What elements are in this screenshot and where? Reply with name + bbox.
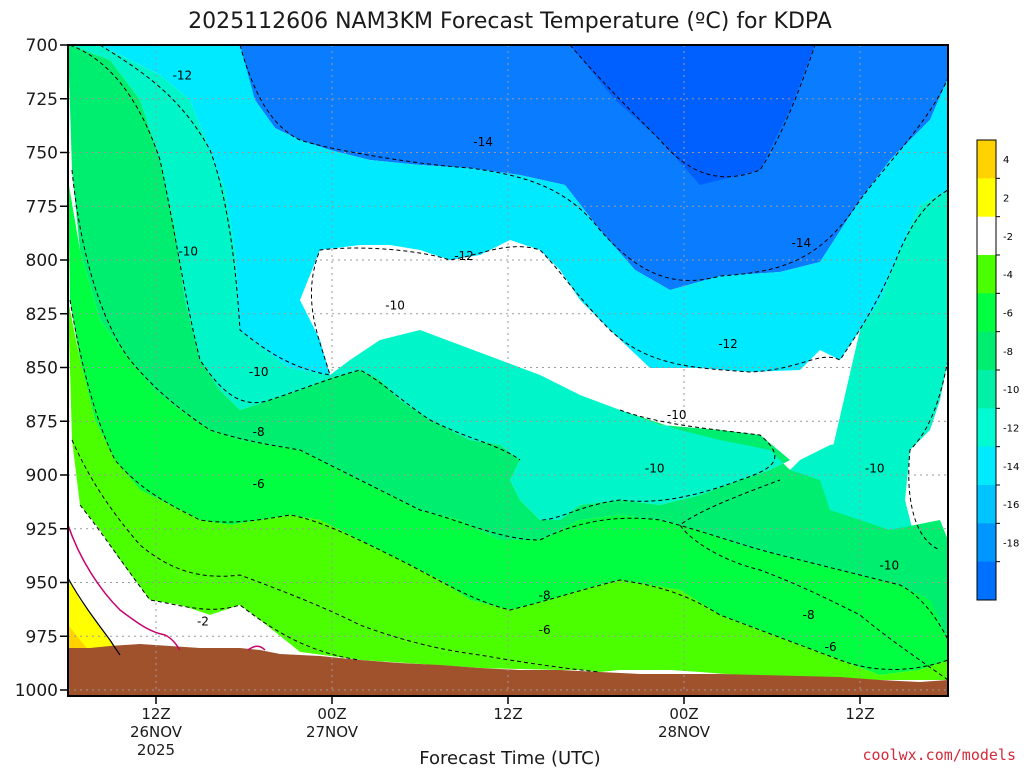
contour-minus-14-inner (569, 44, 816, 178)
band-minus-12 (100, 45, 948, 375)
x-tick-year: 2025 (137, 741, 175, 759)
y-tick-label: 875 (26, 412, 58, 432)
contour-minus-8 (71, 169, 949, 641)
contour-label: -10 (667, 408, 687, 422)
band-minus-14-b (230, 45, 860, 185)
x-tick-label: 12Z (493, 705, 522, 723)
band-minus-4-lower (72, 440, 690, 672)
contour-zero (67, 524, 181, 651)
contour-minus-4 (71, 439, 601, 673)
y-tick-label: 775 (26, 197, 58, 217)
contour-label: -6 (253, 477, 265, 491)
colorbar-label: 4 (1003, 155, 1009, 166)
contour-minus-2 (79, 504, 361, 661)
colorbar-segment (977, 523, 996, 563)
colorbar-segment (977, 408, 996, 448)
contour-label: -12 (173, 68, 193, 82)
x-tick-label: 12Z (845, 705, 874, 723)
y-tick-label: 700 (26, 36, 58, 56)
contour-label: -10 (249, 365, 269, 379)
credit-text: coolwx.com/models (862, 746, 1016, 764)
plot-area: -12 -14 -10 -12 -14 -10 -12 -10 -10 -8 -10 -10 -6 -10… (67, 44, 949, 697)
y-tick-label: 1000 (15, 681, 58, 701)
y-tick-label: 750 (26, 144, 58, 164)
colorbar-segment (977, 370, 996, 409)
y-tick-label: 950 (26, 574, 58, 594)
contour-minus-12 (99, 44, 949, 376)
contour-label: -6 (825, 640, 837, 654)
contour-label: -8 (253, 425, 265, 439)
colorbar-segment (977, 331, 996, 371)
contour-plus-2 (67, 577, 121, 656)
band-minus-10 (70, 45, 790, 520)
contour-label: -10 (178, 245, 198, 259)
grid (68, 45, 948, 691)
contour-label: -8 (539, 589, 551, 603)
colorbar-label: -12 (1003, 424, 1019, 435)
contour-label: -8 (803, 608, 815, 622)
y-tick-label: 975 (26, 627, 58, 647)
contour-label: -14 (473, 135, 493, 149)
colorbar-segment (977, 216, 996, 256)
contour-zero-b (247, 645, 266, 651)
contour-minus-10-right (679, 359, 949, 681)
colorbar-label: -4 (1003, 270, 1013, 281)
contour-minus-14 (239, 44, 949, 281)
colorbar-segment (977, 140, 996, 179)
bands (68, 45, 948, 680)
contour-label: -6 (539, 623, 551, 637)
y-tick-label: 900 (26, 466, 58, 486)
colorbar-segment (977, 485, 996, 524)
band-minus-2 (68, 505, 480, 668)
band-minus-8 (68, 45, 948, 640)
contour-label: -2 (197, 614, 209, 628)
contour-labels: -12 -14 -10 -12 -14 -10 -12 -10 -10 -8 -10 -10 -6 -10… (173, 68, 900, 654)
chart-title: 2025112606 NAM3KM Forecast Temperature (… (188, 9, 832, 34)
contours (67, 44, 949, 681)
y-axis: 700 725 750 775 800 825 850 875 900 925 950 975 1000 (15, 36, 68, 701)
contour-label: -10 (645, 462, 665, 476)
contour-label: -10 (865, 462, 885, 476)
band-minus-4 (68, 300, 948, 680)
colorbar-segment (977, 178, 996, 218)
colorbar-segment (977, 446, 996, 486)
colorbar-label: -10 (1003, 385, 1019, 396)
colorbar-label: -2 (1003, 232, 1013, 243)
y-tick-label: 850 (26, 359, 58, 379)
y-tick-label: 925 (26, 520, 58, 540)
colorbar-segment (977, 561, 996, 601)
colorbar-label: 2 (1003, 194, 1009, 205)
x-axis-title: Forecast Time (UTC) (419, 748, 600, 768)
colorbar-label: -8 (1003, 347, 1013, 358)
colorbar-segment (977, 293, 996, 333)
y-tick-label: 725 (26, 90, 58, 110)
band-minus-14 (570, 45, 815, 185)
band-above-2 (68, 625, 90, 655)
contour-minus-10 (69, 44, 776, 521)
y-tick-label: 800 (26, 251, 58, 271)
x-tick-label: 00Z (669, 705, 698, 723)
contour-label: -12 (454, 249, 474, 263)
contour-minus-6 (69, 299, 949, 670)
x-tick-date: 27NOV (306, 723, 359, 741)
colorbar: 4 2 -2 -4 -6 -8 -10 -12 -14 -16 -18 (976, 139, 1019, 601)
y-tick-label: 825 (26, 305, 58, 325)
x-tick-label: 12Z (141, 705, 170, 723)
contour-label: -14 (792, 236, 812, 250)
colorbar-segment (977, 255, 996, 294)
colorbar-label: -18 (1003, 539, 1019, 550)
x-tick-label: 00Z (317, 705, 346, 723)
colorbar-label: -14 (1003, 462, 1019, 473)
contour-label: -10 (880, 558, 900, 572)
contour-label: -12 (718, 337, 738, 351)
x-tick-date: 26NOV (130, 723, 183, 741)
band-minus-6 (68, 180, 948, 675)
x-tick-date: 28NOV (658, 723, 711, 741)
colorbar-label: -16 (1003, 500, 1019, 511)
contour-label: -10 (385, 298, 405, 312)
colorbar-label: -6 (1003, 309, 1013, 320)
